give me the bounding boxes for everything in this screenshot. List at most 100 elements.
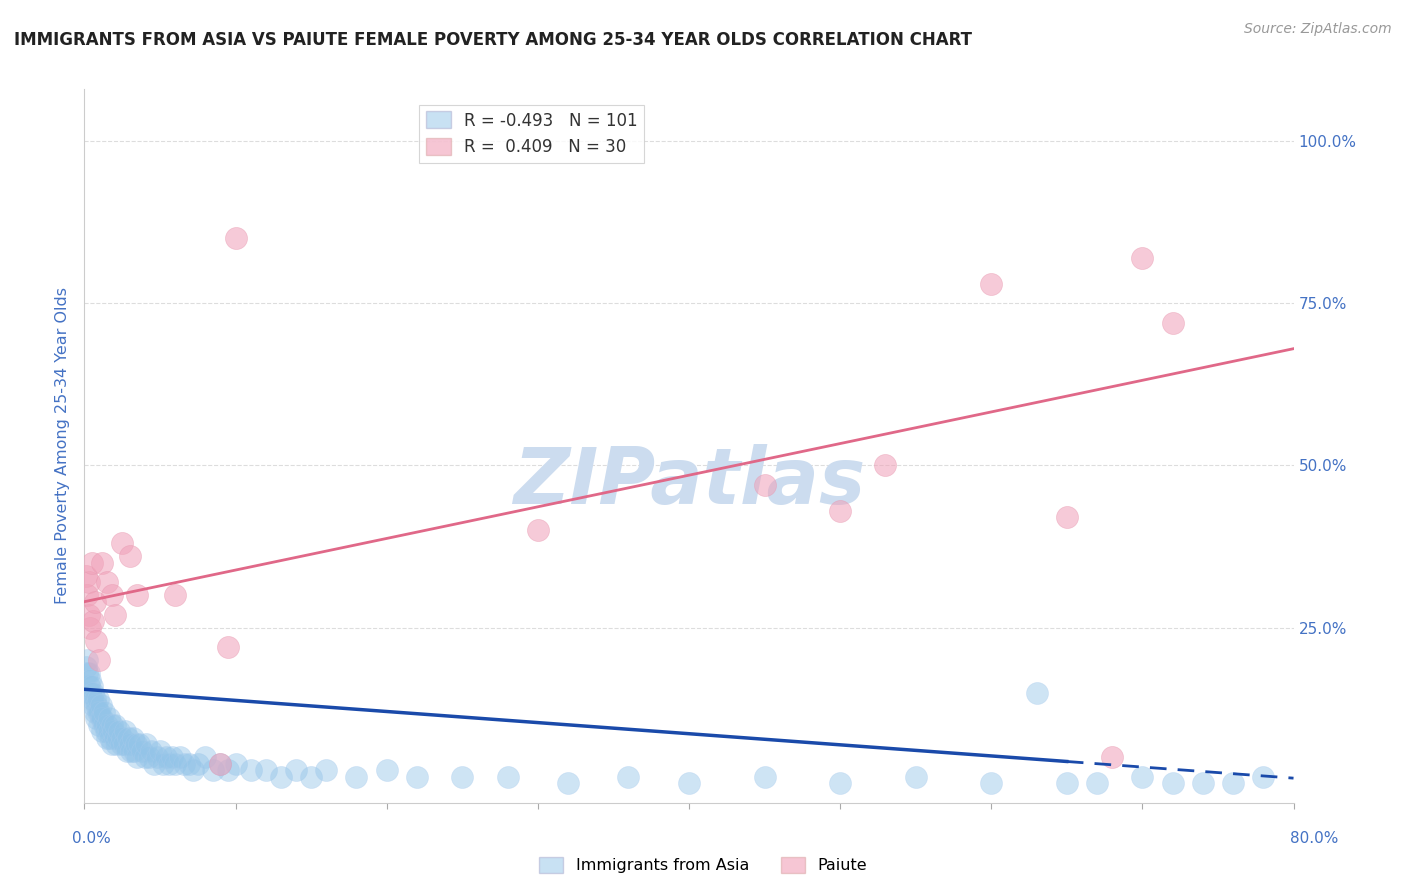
- Point: [79, 673, 101, 687]
- Point: [90, 698, 112, 713]
- Point: [87, 692, 110, 706]
- Point: [93, 718, 115, 732]
- Point: [157, 756, 180, 771]
- Point: [239, 764, 262, 778]
- Point: [526, 524, 548, 538]
- Point: [496, 770, 519, 784]
- Point: [96, 731, 118, 745]
- Point: [217, 640, 239, 654]
- Point: [406, 770, 429, 784]
- Point: [84, 595, 107, 609]
- Point: [160, 750, 183, 764]
- Y-axis label: Female Poverty Among 25-34 Year Olds: Female Poverty Among 25-34 Year Olds: [55, 287, 70, 605]
- Point: [76, 653, 98, 667]
- Point: [107, 731, 129, 745]
- Point: [93, 705, 115, 719]
- Point: [79, 621, 101, 635]
- Point: [89, 653, 111, 667]
- Point: [284, 764, 308, 778]
- Point: [135, 738, 157, 752]
- Point: [980, 776, 1002, 790]
- Text: IMMIGRANTS FROM ASIA VS PAIUTE FEMALE POVERTY AMONG 25-34 YEAR OLDS CORRELATION : IMMIGRANTS FROM ASIA VS PAIUTE FEMALE PO…: [14, 31, 972, 49]
- Point: [169, 750, 191, 764]
- Point: [346, 770, 368, 784]
- Point: [105, 738, 128, 752]
- Point: [104, 731, 127, 745]
- Point: [754, 478, 776, 492]
- Point: [75, 659, 97, 673]
- Point: [1056, 776, 1078, 790]
- Point: [1085, 776, 1108, 790]
- Point: [155, 750, 177, 764]
- Point: [91, 711, 114, 725]
- Point: [110, 738, 132, 752]
- Point: [111, 731, 134, 745]
- Point: [1101, 750, 1123, 764]
- Point: [75, 568, 97, 582]
- Point: [138, 750, 160, 764]
- Point: [100, 588, 122, 602]
- Point: [80, 679, 103, 693]
- Point: [122, 744, 145, 758]
- Point: [80, 692, 103, 706]
- Point: [1222, 776, 1244, 790]
- Point: [830, 776, 852, 790]
- Point: [101, 724, 124, 739]
- Point: [754, 770, 776, 784]
- Point: [100, 738, 122, 752]
- Point: [131, 744, 153, 758]
- Point: [77, 607, 100, 622]
- Point: [904, 770, 927, 784]
- Point: [315, 764, 337, 778]
- Point: [557, 776, 579, 790]
- Point: [678, 776, 700, 790]
- Point: [225, 231, 247, 245]
- Point: [1130, 251, 1153, 265]
- Point: [82, 685, 104, 699]
- Point: [1130, 770, 1153, 784]
- Point: [115, 744, 138, 758]
- Text: 0.0%: 0.0%: [72, 831, 111, 846]
- Point: [96, 718, 118, 732]
- Point: [121, 731, 143, 745]
- Point: [91, 556, 114, 570]
- Text: ZIPatlas: ZIPatlas: [513, 443, 865, 520]
- Point: [142, 756, 165, 771]
- Point: [76, 588, 98, 602]
- Point: [299, 770, 322, 784]
- Point: [91, 724, 114, 739]
- Point: [187, 756, 209, 771]
- Point: [1161, 776, 1184, 790]
- Point: [375, 764, 398, 778]
- Point: [127, 588, 149, 602]
- Point: [100, 718, 122, 732]
- Point: [225, 756, 247, 771]
- Point: [980, 277, 1002, 291]
- Point: [254, 764, 277, 778]
- Point: [86, 633, 108, 648]
- Point: [90, 711, 112, 725]
- Point: [117, 731, 139, 745]
- Point: [173, 756, 195, 771]
- Point: [149, 744, 172, 758]
- Point: [163, 588, 186, 602]
- Point: [86, 711, 108, 725]
- Point: [125, 738, 148, 752]
- Point: [127, 750, 149, 764]
- Point: [84, 705, 107, 719]
- Point: [128, 738, 150, 752]
- Point: [139, 744, 162, 758]
- Point: [76, 666, 98, 681]
- Point: [104, 607, 127, 622]
- Point: [96, 575, 118, 590]
- Point: [209, 756, 232, 771]
- Point: [97, 711, 120, 725]
- Point: [77, 575, 100, 590]
- Point: [1025, 685, 1047, 699]
- Point: [104, 718, 127, 732]
- Point: [209, 756, 232, 771]
- Point: [181, 764, 204, 778]
- Point: [79, 685, 101, 699]
- Point: [82, 698, 104, 713]
- Point: [80, 556, 103, 570]
